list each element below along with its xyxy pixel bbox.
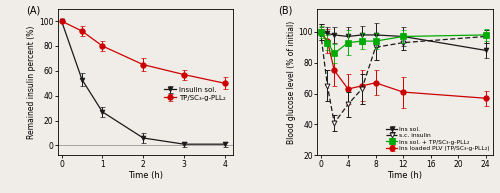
Legend: Insulin sol., TP/SC₃-g-PLL₂: Insulin sol., TP/SC₃-g-PLL₂: [164, 87, 226, 101]
X-axis label: Time (h): Time (h): [128, 171, 162, 180]
Text: (B): (B): [278, 6, 293, 16]
Y-axis label: Remained insulin percent (%): Remained insulin percent (%): [27, 25, 36, 139]
Text: (A): (A): [26, 6, 40, 16]
Legend: Ins sol., s.c. insulin, Ins sol. + TP/SC₃-g-PLL₂, Ins loaded PLV (TP/SC₃-g-PLL₂): Ins sol., s.c. insulin, Ins sol. + TP/SC…: [386, 127, 490, 151]
Y-axis label: Blood glucose level (% of initial): Blood glucose level (% of initial): [286, 20, 296, 144]
X-axis label: Time (h): Time (h): [388, 171, 422, 180]
